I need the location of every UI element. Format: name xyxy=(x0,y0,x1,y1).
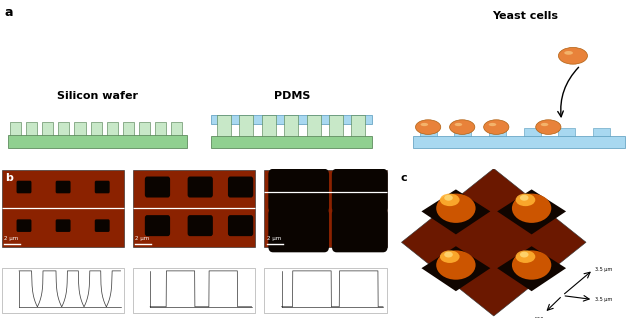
FancyBboxPatch shape xyxy=(16,181,32,193)
FancyBboxPatch shape xyxy=(284,114,298,136)
FancyBboxPatch shape xyxy=(107,122,117,135)
Text: b: b xyxy=(5,173,13,183)
FancyBboxPatch shape xyxy=(187,215,213,236)
FancyBboxPatch shape xyxy=(558,128,575,136)
FancyBboxPatch shape xyxy=(228,215,253,236)
Ellipse shape xyxy=(454,123,462,126)
Ellipse shape xyxy=(516,250,535,263)
FancyBboxPatch shape xyxy=(122,122,134,135)
FancyBboxPatch shape xyxy=(2,170,124,247)
FancyBboxPatch shape xyxy=(593,128,610,136)
Text: 3.5 μm: 3.5 μm xyxy=(594,297,612,302)
Ellipse shape xyxy=(440,194,459,206)
FancyBboxPatch shape xyxy=(139,122,150,135)
FancyBboxPatch shape xyxy=(524,128,541,136)
Text: PDMS: PDMS xyxy=(274,91,310,101)
FancyBboxPatch shape xyxy=(74,122,86,135)
Ellipse shape xyxy=(450,120,475,135)
Polygon shape xyxy=(422,246,490,291)
Polygon shape xyxy=(497,246,566,291)
Ellipse shape xyxy=(512,250,551,280)
FancyBboxPatch shape xyxy=(211,114,372,124)
FancyBboxPatch shape xyxy=(155,122,166,135)
FancyBboxPatch shape xyxy=(332,208,387,252)
Ellipse shape xyxy=(541,123,548,126)
FancyBboxPatch shape xyxy=(59,122,69,135)
Text: a: a xyxy=(4,6,13,19)
FancyBboxPatch shape xyxy=(211,136,372,148)
FancyBboxPatch shape xyxy=(95,181,110,193)
FancyBboxPatch shape xyxy=(329,114,343,136)
FancyBboxPatch shape xyxy=(133,170,255,247)
Polygon shape xyxy=(497,190,566,234)
Ellipse shape xyxy=(436,250,476,280)
FancyBboxPatch shape xyxy=(228,176,253,197)
FancyBboxPatch shape xyxy=(145,215,170,236)
FancyBboxPatch shape xyxy=(16,219,32,232)
FancyBboxPatch shape xyxy=(264,170,387,247)
Ellipse shape xyxy=(516,194,535,206)
FancyBboxPatch shape xyxy=(56,181,71,193)
FancyBboxPatch shape xyxy=(262,114,276,136)
FancyBboxPatch shape xyxy=(42,122,53,135)
Ellipse shape xyxy=(512,194,551,223)
Text: 2 μm: 2 μm xyxy=(136,236,150,241)
Ellipse shape xyxy=(520,252,529,258)
FancyBboxPatch shape xyxy=(217,114,231,136)
Ellipse shape xyxy=(416,120,441,135)
Ellipse shape xyxy=(564,51,573,55)
FancyBboxPatch shape xyxy=(171,122,182,135)
Text: 2 μm: 2 μm xyxy=(4,236,19,241)
Polygon shape xyxy=(422,190,490,234)
Text: 2 μm: 2 μm xyxy=(267,236,281,241)
Ellipse shape xyxy=(558,47,587,64)
FancyBboxPatch shape xyxy=(413,136,625,148)
FancyBboxPatch shape xyxy=(268,169,329,213)
Text: Silicon wafer: Silicon wafer xyxy=(57,91,138,101)
Text: 3.5 μm: 3.5 μm xyxy=(594,267,612,272)
FancyBboxPatch shape xyxy=(454,128,471,136)
FancyBboxPatch shape xyxy=(91,122,102,135)
FancyBboxPatch shape xyxy=(264,268,387,313)
FancyBboxPatch shape xyxy=(187,176,213,197)
FancyBboxPatch shape xyxy=(351,114,365,136)
Ellipse shape xyxy=(484,120,509,135)
Ellipse shape xyxy=(444,252,453,258)
Polygon shape xyxy=(401,169,586,316)
FancyBboxPatch shape xyxy=(332,169,387,213)
FancyBboxPatch shape xyxy=(145,176,170,197)
FancyBboxPatch shape xyxy=(489,128,506,136)
FancyBboxPatch shape xyxy=(268,208,329,252)
Ellipse shape xyxy=(421,123,428,126)
Ellipse shape xyxy=(440,250,459,263)
FancyBboxPatch shape xyxy=(420,128,437,136)
FancyBboxPatch shape xyxy=(133,268,255,313)
Ellipse shape xyxy=(488,123,497,126)
FancyBboxPatch shape xyxy=(240,114,254,136)
FancyBboxPatch shape xyxy=(8,135,187,148)
FancyBboxPatch shape xyxy=(2,268,124,313)
Ellipse shape xyxy=(536,120,561,135)
FancyBboxPatch shape xyxy=(95,219,110,232)
Text: c: c xyxy=(400,173,406,183)
Ellipse shape xyxy=(444,195,453,201)
FancyBboxPatch shape xyxy=(27,122,37,135)
Text: 450 nm: 450 nm xyxy=(534,316,553,318)
Ellipse shape xyxy=(520,195,529,201)
Text: Yeast cells: Yeast cells xyxy=(492,11,558,21)
FancyBboxPatch shape xyxy=(56,219,71,232)
Ellipse shape xyxy=(436,194,476,223)
FancyBboxPatch shape xyxy=(10,122,21,135)
FancyBboxPatch shape xyxy=(307,114,321,136)
